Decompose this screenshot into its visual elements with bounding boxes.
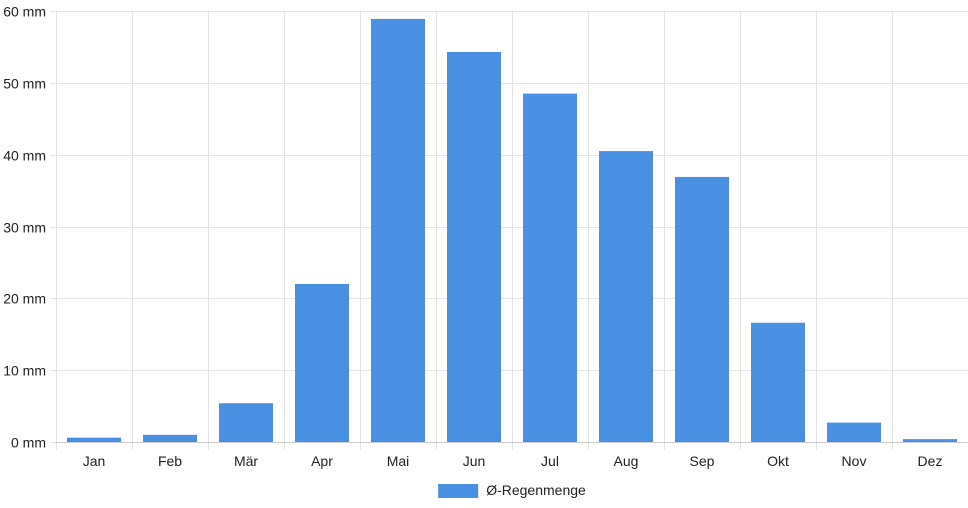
y-tick-label: 60 mm [3,4,46,20]
legend-label: Ø-Regenmenge [486,482,586,498]
x-tick-label: Okt [767,453,789,469]
x-tick-label: Dez [918,453,943,469]
y-tick-label: 0 mm [11,435,46,451]
bar-mai[interactable] [371,18,425,442]
x-tick-label: Apr [311,453,333,469]
bar-apr[interactable] [295,283,349,442]
y-tick-label: 30 mm [3,220,46,236]
bar-sep[interactable] [675,176,729,442]
x-tick-label: Jun [463,453,486,469]
x-tick-label: Sep [690,453,715,469]
y-tick-label: 10 mm [3,363,46,379]
x-tick-label: Jul [541,453,559,469]
x-tick-label: Jan [83,453,106,469]
y-tick-label: 20 mm [3,291,46,307]
bar-okt[interactable] [751,322,805,442]
y-tick-label: 40 mm [3,148,46,164]
legend-swatch [438,484,479,498]
bar-jul[interactable] [523,93,577,442]
x-tick-label: Mai [387,453,410,469]
y-axis-tick-labels: 0 mm 10 mm 20 mm 30 mm 40 mm 50 mm 60 mm [3,4,46,451]
bar-mär[interactable] [219,403,273,442]
x-tick-label: Mär [234,453,258,469]
y-tick-label: 50 mm [3,76,46,92]
x-tick-label: Nov [842,453,867,469]
grid-layer [50,11,968,450]
bar-jun[interactable] [447,51,501,442]
bar-jan[interactable] [67,437,121,442]
x-tick-label: Aug [614,453,639,469]
x-tick-label: Feb [158,453,182,469]
bar-dez[interactable] [903,439,957,442]
x-axis-tick-labels: Jan Feb Mär Apr Mai Jun Jul Aug Sep Okt Nov Dez [83,453,943,469]
legend[interactable]: Ø-Regenmenge [438,482,586,498]
bar-aug[interactable] [599,151,653,442]
bars-layer [67,18,957,442]
bar-feb[interactable] [143,434,197,442]
bar-nov[interactable] [827,422,881,442]
